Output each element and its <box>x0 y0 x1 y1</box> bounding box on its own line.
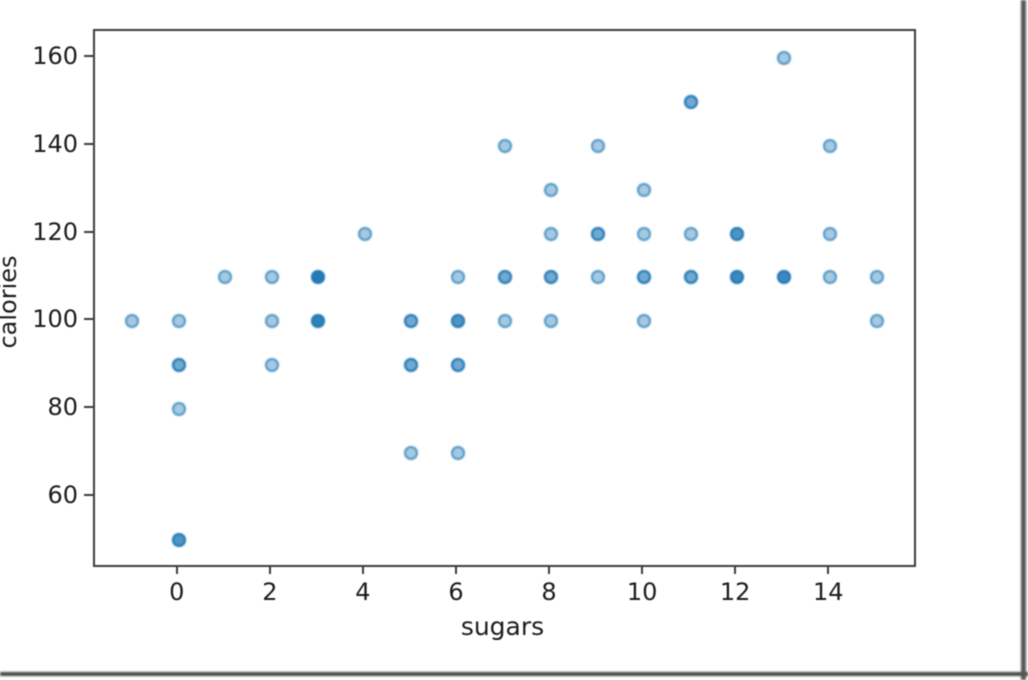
scatter-point <box>730 226 745 241</box>
scatter-point <box>590 226 605 241</box>
scatter-point <box>171 314 186 329</box>
scatter-point <box>730 270 745 285</box>
scatter-point <box>544 314 559 329</box>
scatter-point <box>311 270 326 285</box>
x-tick-label: 14 <box>812 578 844 606</box>
y-tick-label: 80 <box>47 392 78 421</box>
scatter-point <box>450 270 465 285</box>
x-tick-mark <box>641 565 644 574</box>
scatter-point <box>404 358 419 373</box>
x-tick-label: 6 <box>448 578 464 606</box>
x-tick-label: 0 <box>169 578 185 606</box>
scatter-point <box>171 401 186 416</box>
x-tick-label: 12 <box>719 578 751 606</box>
scatter-point <box>869 314 884 329</box>
scatter-point <box>544 270 559 285</box>
y-tick-mark <box>84 493 93 496</box>
scatter-point <box>171 358 186 373</box>
scatter-point <box>776 270 791 285</box>
scatter-point <box>264 270 279 285</box>
scatter-point <box>683 226 698 241</box>
scatter-point <box>637 182 652 197</box>
scatter-point <box>544 226 559 241</box>
scatter-point <box>497 270 512 285</box>
y-tick-label: 140 <box>32 129 78 158</box>
plot-area <box>93 29 916 567</box>
window-edge-right <box>1021 0 1026 680</box>
scatter-point <box>637 314 652 329</box>
x-tick-mark <box>361 565 364 574</box>
scatter-point <box>683 270 698 285</box>
y-tick-mark <box>84 55 93 58</box>
y-tick-mark <box>84 405 93 408</box>
y-tick-mark <box>84 318 93 321</box>
scatter-point <box>311 314 326 329</box>
scatter-point <box>776 51 791 66</box>
y-tick-label: 60 <box>47 480 78 509</box>
scatter-point <box>357 226 372 241</box>
scatter-point <box>450 445 465 460</box>
scatter-point <box>637 270 652 285</box>
window-edge-bottom <box>0 672 1028 676</box>
x-tick-mark <box>548 565 551 574</box>
scatter-point <box>497 138 512 153</box>
scatter-point <box>404 314 419 329</box>
scatter-point <box>590 270 605 285</box>
y-tick-label: 120 <box>32 217 78 246</box>
scatter-point <box>171 533 186 548</box>
scatter-point <box>450 358 465 373</box>
x-tick-label: 10 <box>626 578 658 606</box>
scatter-point <box>404 445 419 460</box>
y-tick-mark <box>84 230 93 233</box>
scatter-point <box>125 314 140 329</box>
scatter-point <box>869 270 884 285</box>
scatter-point <box>823 226 838 241</box>
y-tick-label: 160 <box>32 42 78 71</box>
x-tick-mark <box>454 565 457 574</box>
x-tick-label: 2 <box>262 578 278 606</box>
scatter-point <box>823 138 838 153</box>
y-axis-label: calories <box>0 255 22 349</box>
scatter-point <box>590 138 605 153</box>
scatter-point <box>264 358 279 373</box>
scatter-point <box>683 95 698 110</box>
scatter-point <box>544 182 559 197</box>
scatter-point <box>218 270 233 285</box>
scatter-point <box>264 314 279 329</box>
x-tick-label: 4 <box>355 578 371 606</box>
x-axis-label: sugars <box>460 612 545 641</box>
y-tick-label: 100 <box>32 305 78 334</box>
x-tick-label: 8 <box>541 578 557 606</box>
scatter-point <box>497 314 512 329</box>
x-tick-mark <box>175 565 178 574</box>
scatter-point <box>450 314 465 329</box>
scatter-point <box>637 226 652 241</box>
x-tick-mark <box>827 565 830 574</box>
y-tick-mark <box>84 142 93 145</box>
scatter-point <box>823 270 838 285</box>
x-tick-mark <box>268 565 271 574</box>
x-tick-mark <box>734 565 737 574</box>
